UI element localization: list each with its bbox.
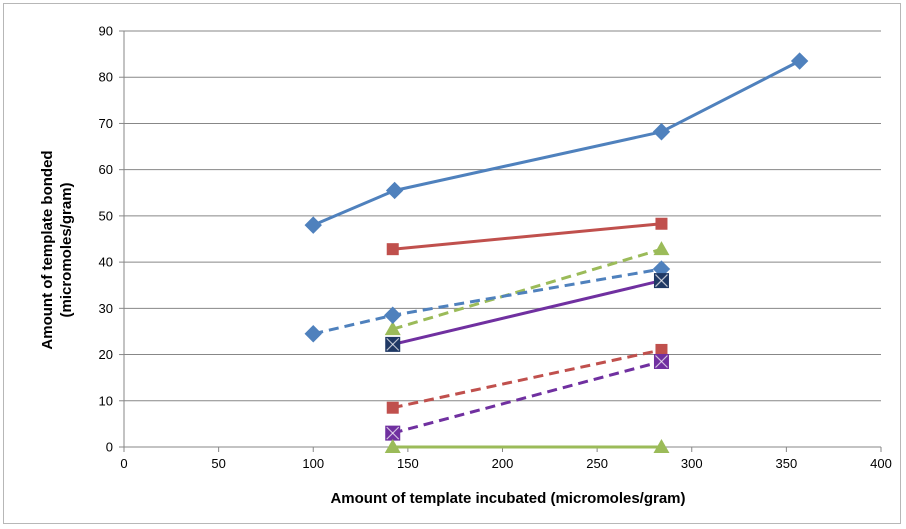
y-tick-label-9: 90 bbox=[99, 24, 113, 39]
y-tick-label-2: 20 bbox=[99, 347, 113, 362]
series-0-point-0 bbox=[304, 216, 322, 234]
y-axis-title-group: Amount of template bonded (micromoles/gr… bbox=[39, 150, 75, 349]
series-1-point-0 bbox=[386, 243, 399, 256]
x-tick-label-4: 200 bbox=[492, 456, 514, 471]
gridlines bbox=[124, 30, 881, 402]
series-5-point-0 bbox=[386, 401, 399, 414]
x-tick-label-8: 400 bbox=[870, 456, 892, 471]
y-tick-label-8: 80 bbox=[99, 70, 113, 85]
series-layer bbox=[312, 59, 801, 449]
markers-layer bbox=[304, 52, 809, 453]
x-tick-label-5: 250 bbox=[586, 456, 608, 471]
series-6-point-0-x2 bbox=[386, 426, 400, 440]
x-tick-label-6: 300 bbox=[681, 456, 703, 471]
series-7-point-1 bbox=[653, 439, 670, 453]
y-tick-label-4: 40 bbox=[99, 255, 113, 270]
y-tick-label-0: 0 bbox=[106, 440, 113, 455]
series-4-point-1 bbox=[653, 273, 669, 289]
series-2-point-0 bbox=[384, 321, 401, 336]
series-0-point-3 bbox=[790, 52, 809, 70]
series-2-point-1 bbox=[653, 241, 670, 256]
series-6-point-1 bbox=[653, 353, 669, 369]
y-tick-label-7: 70 bbox=[99, 116, 113, 131]
series-4-point-1-x2 bbox=[655, 274, 668, 288]
y-axis-title-line2: (micromoles/gram) bbox=[58, 182, 75, 317]
series-6-line bbox=[392, 360, 662, 435]
x-tick-label-1: 50 bbox=[211, 456, 225, 471]
series-1-point-1 bbox=[655, 217, 668, 230]
x-tick-label-0: 0 bbox=[120, 456, 127, 471]
y-tick-label-1: 10 bbox=[99, 393, 113, 408]
y-tick-label-5: 50 bbox=[99, 208, 113, 223]
series-6-point-1-x2 bbox=[655, 355, 668, 368]
series-4-point-0 bbox=[385, 336, 401, 352]
chart-frame bbox=[3, 3, 901, 524]
series-5-line bbox=[392, 348, 662, 410]
series-4-point-0-x2 bbox=[386, 337, 400, 351]
series-0-point-1 bbox=[385, 181, 404, 200]
series-3-point-0 bbox=[304, 325, 322, 343]
x-axis-title: Amount of template incubated (micromoles… bbox=[330, 490, 685, 507]
y-tick-labels: 0 10 20 30 40 50 60 70 80 90 bbox=[99, 24, 113, 455]
y-tick-label-3: 30 bbox=[99, 301, 113, 316]
series-6-point-0 bbox=[385, 425, 401, 441]
axes bbox=[119, 30, 882, 452]
series-3-point-1 bbox=[384, 306, 402, 324]
series-1-line bbox=[392, 222, 662, 251]
x-tick-label-7: 350 bbox=[776, 456, 798, 471]
y-tick-label-6: 60 bbox=[99, 162, 113, 177]
series-4-line bbox=[392, 279, 662, 346]
series-7-point-0 bbox=[384, 439, 401, 453]
x-tick-label-2: 100 bbox=[302, 456, 324, 471]
series-0-point-2 bbox=[652, 123, 671, 141]
x-tick-labels: 0 50 100 150 200 250 300 350 400 bbox=[120, 456, 891, 471]
y-axis-title-line1: Amount of template bonded bbox=[39, 150, 56, 349]
series-2-line bbox=[392, 247, 662, 331]
series-5-point-1 bbox=[655, 343, 668, 356]
x-tick-label-3: 150 bbox=[397, 456, 419, 471]
series-0-line bbox=[312, 59, 801, 227]
